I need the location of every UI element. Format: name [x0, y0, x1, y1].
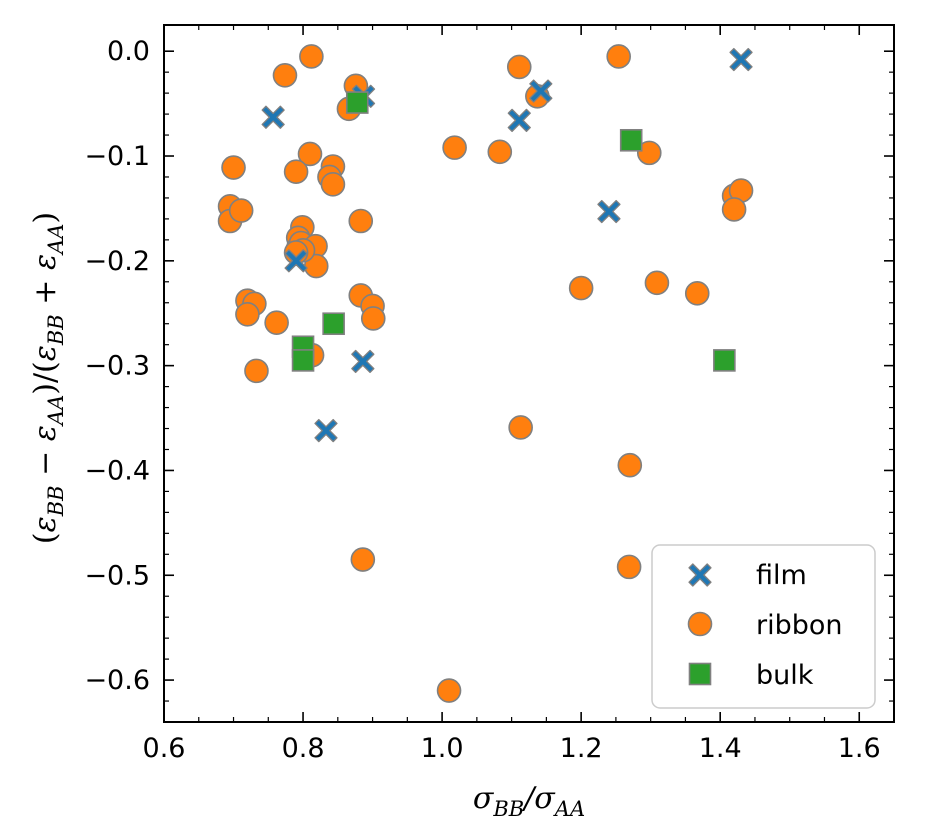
legend-entry-film: film [688, 560, 807, 591]
legend-marker-ribbon [687, 611, 713, 637]
point-ribbon [506, 54, 532, 80]
point-ribbon [721, 197, 747, 222]
point-ribbon [228, 198, 254, 223]
point-ribbon [264, 310, 289, 335]
point-ribbon [297, 141, 323, 167]
point-ribbon [606, 44, 631, 69]
point-ribbon [348, 208, 374, 234]
y-tick-label: −0.4 [84, 455, 150, 486]
point-ribbon [636, 140, 662, 166]
point-film [261, 105, 285, 129]
axis-ticks: 0.6 0.8 1.0 1.2 1.4 1.6 0.0 −0.1 −0.2 −0.3 −0.4 −0.… [84, 25, 895, 764]
point-film [597, 199, 621, 224]
point-ribbon [272, 63, 298, 88]
x-tick-label: 0.8 [282, 733, 325, 764]
point-ribbon [350, 547, 376, 572]
legend: film ribbon bulk [651, 544, 876, 709]
legend-label-film: film [756, 560, 807, 591]
plot-area-frame [163, 24, 895, 723]
point-ribbon [221, 155, 246, 180]
point-ribbon [644, 270, 670, 296]
point-ribbon [360, 306, 386, 331]
y-tick-label: −0.6 [84, 665, 150, 696]
point-bulk [713, 349, 736, 372]
x-tick-label: 1.4 [699, 733, 742, 764]
point-film [529, 79, 553, 103]
point-film [284, 249, 308, 273]
point-ribbon [568, 275, 594, 301]
legend-marker-symbol [687, 611, 713, 637]
point-film [351, 349, 375, 374]
point-ribbon [235, 301, 260, 327]
legend-label-ribbon: ribbon [756, 610, 843, 641]
point-bulk [291, 349, 315, 372]
svg-text:(εBB − εAA)/(εBB + εAA): (εBB − εAA)/(εBB + εAA) [28, 212, 68, 544]
data-markers [217, 44, 754, 703]
point-ribbon [442, 135, 467, 160]
legend-label-bulk: bulk [756, 660, 814, 691]
point-ribbon [283, 159, 309, 185]
point-ribbon [244, 358, 269, 384]
point-ribbon [487, 139, 513, 165]
x-axis-label: σBB/σAA [473, 781, 585, 821]
legend-entry-ribbon: ribbon [687, 610, 843, 641]
point-film [314, 418, 338, 443]
y-tick-label: −0.1 [84, 141, 150, 172]
x-tick-label: 1.2 [560, 733, 603, 764]
legend-marker-symbol [688, 563, 712, 587]
point-ribbon [436, 678, 462, 703]
point-bulk [345, 91, 369, 114]
legend-marker-film [688, 563, 712, 587]
svg-text:σBB/σAA: σBB/σAA [473, 781, 585, 821]
y-axis-label: (εBB − εAA)/(εBB + εAA) [28, 212, 68, 544]
legend-marker-bulk [688, 662, 712, 686]
x-tick-label: 0.6 [143, 733, 186, 764]
point-ribbon [299, 44, 324, 69]
y-tick-label: 0.0 [107, 36, 150, 67]
point-ribbon [320, 172, 346, 197]
point-bulk [322, 312, 345, 336]
point-ribbon [617, 452, 643, 478]
x-tick-label: 1.6 [838, 733, 881, 764]
point-ribbon [684, 281, 710, 306]
point-ribbon [508, 415, 533, 440]
legend-entry-bulk: bulk [688, 660, 814, 691]
y-tick-label: −0.2 [84, 246, 150, 277]
y-tick-label: −0.5 [84, 560, 150, 591]
y-tick-label: −0.3 [84, 351, 150, 382]
point-film [507, 108, 531, 133]
point-ribbon [616, 554, 642, 580]
point-bulk [619, 128, 643, 152]
point-film [729, 47, 753, 72]
x-tick-label: 1.0 [421, 733, 464, 764]
legend-marker-symbol [688, 662, 712, 686]
